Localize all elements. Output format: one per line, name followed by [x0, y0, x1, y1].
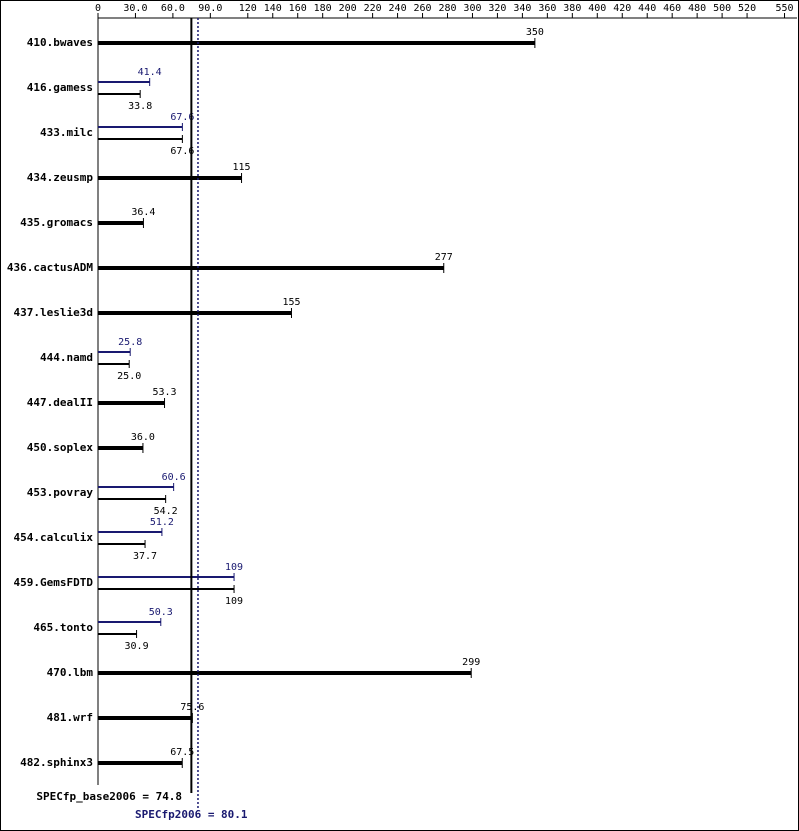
value-label: 115: [233, 162, 251, 173]
x-tick-label: 200: [339, 3, 357, 14]
x-tick-label: 140: [264, 3, 282, 14]
category-label: 433.milc: [40, 126, 93, 139]
x-tick-label: 420: [613, 3, 631, 14]
x-tick-label: 380: [563, 3, 581, 14]
x-tick-label: 440: [638, 3, 656, 14]
bar: [98, 221, 144, 225]
x-tick-label: 300: [463, 3, 481, 14]
value-label: 36.4: [131, 207, 155, 218]
value-label: 60.6: [162, 472, 186, 483]
category-label: 447.dealII: [27, 396, 93, 409]
summary-label: SPECfp_base2006 = 74.8: [36, 790, 182, 803]
value-label: 299: [462, 657, 480, 668]
category-label: 410.bwaves: [27, 36, 93, 49]
summary-label: SPECfp2006 = 80.1: [135, 808, 248, 821]
bar: [98, 446, 143, 450]
value-label: 67.6: [170, 112, 194, 123]
bar: [98, 716, 193, 720]
value-label: 277: [435, 252, 453, 263]
x-tick-label: 280: [438, 3, 456, 14]
x-tick-label: 360: [538, 3, 556, 14]
bar: [98, 401, 165, 405]
value-label: 67.6: [170, 146, 194, 157]
category-label: 436.cactusADM: [7, 261, 93, 274]
category-label: 481.wrf: [47, 711, 93, 724]
value-label: 51.2: [150, 517, 174, 528]
value-label: 50.3: [149, 607, 173, 618]
bar: [98, 266, 444, 270]
category-label: 465.tonto: [33, 621, 93, 634]
bar: [98, 671, 472, 675]
value-label: 67.5: [170, 747, 194, 758]
category-label: 459.GemsFDTD: [14, 576, 94, 589]
value-label: 54.2: [154, 506, 178, 517]
x-tick-label: 120: [239, 3, 257, 14]
value-label: 30.9: [125, 641, 149, 652]
x-tick-label: 60.0: [161, 3, 185, 14]
category-label: 434.zeusmp: [27, 171, 94, 184]
category-label: 416.gamess: [27, 81, 93, 94]
x-tick-label: 500: [713, 3, 731, 14]
x-tick-label: 480: [688, 3, 706, 14]
x-tick-label: 400: [588, 3, 606, 14]
bar: [98, 41, 535, 45]
value-label: 25.0: [117, 371, 141, 382]
x-tick-label: 550: [775, 3, 793, 14]
x-tick-label: 30.0: [123, 3, 147, 14]
value-label: 109: [225, 562, 243, 573]
x-tick-label: 90.0: [198, 3, 222, 14]
bar: [98, 311, 292, 315]
x-tick-label: 340: [513, 3, 531, 14]
category-label: 470.lbm: [47, 666, 94, 679]
bar: [98, 176, 242, 180]
value-label: 350: [526, 27, 544, 38]
category-label: 437.leslie3d: [14, 306, 93, 319]
value-label: 33.8: [128, 101, 152, 112]
x-tick-label: 160: [289, 3, 307, 14]
value-label: 53.3: [152, 387, 176, 398]
category-label: 450.soplex: [27, 441, 94, 454]
x-tick-label: 260: [414, 3, 432, 14]
category-label: 435.gromacs: [20, 216, 93, 229]
x-tick-label: 320: [488, 3, 506, 14]
category-label: 453.povray: [27, 486, 94, 499]
bar: [98, 761, 183, 765]
x-tick-label: 0: [95, 3, 101, 14]
value-label: 109: [225, 596, 243, 607]
x-tick-label: 180: [314, 3, 332, 14]
x-tick-label: 520: [738, 3, 756, 14]
category-label: 482.sphinx3: [20, 756, 93, 769]
x-tick-label: 460: [663, 3, 681, 14]
value-label: 41.4: [138, 67, 162, 78]
value-label: 36.0: [131, 432, 155, 443]
category-label: 444.namd: [40, 351, 93, 364]
x-tick-label: 220: [364, 3, 382, 14]
value-label: 37.7: [133, 551, 157, 562]
x-tick-label: 240: [389, 3, 407, 14]
value-label: 25.8: [118, 337, 142, 348]
category-label: 454.calculix: [14, 531, 94, 544]
value-label: 155: [282, 297, 300, 308]
